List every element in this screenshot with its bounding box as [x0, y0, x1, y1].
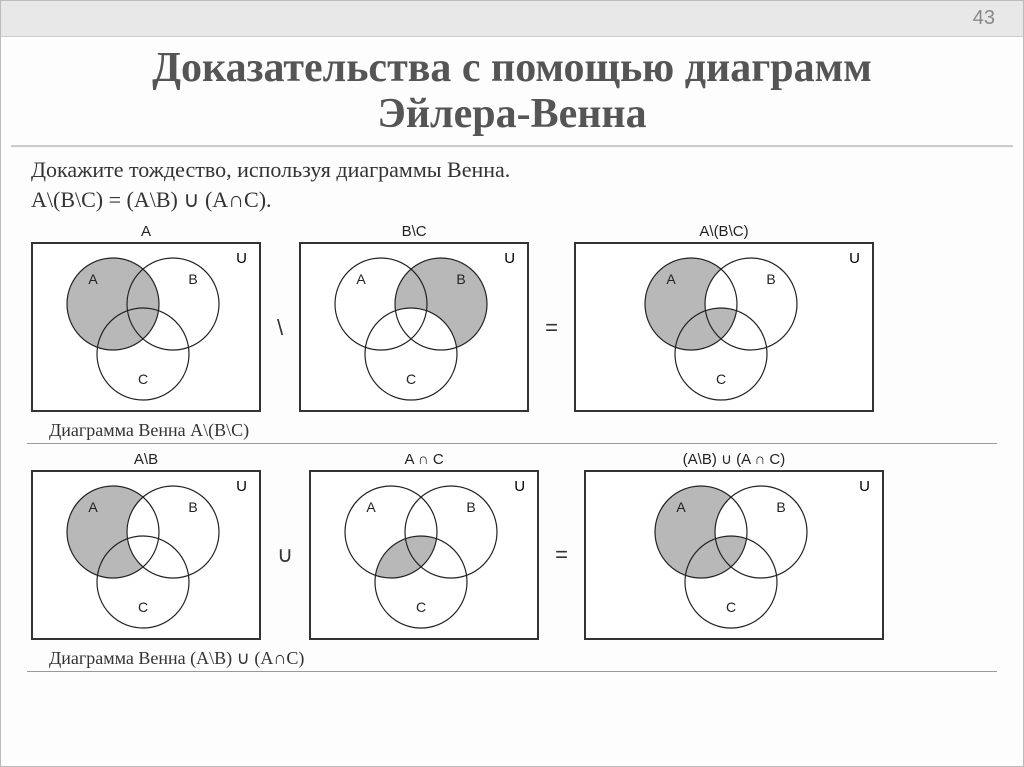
universe-label: U: [514, 478, 525, 495]
svg-text:A: A: [88, 271, 98, 287]
caption-row-1: Диаграмма Венна A\(B\C): [1, 412, 1023, 443]
diagram-cell-AminusB: A\B A B C U: [31, 451, 261, 640]
title-divider: [11, 145, 1013, 147]
diagram-title: A ∩ C: [405, 451, 444, 468]
diagram-cell-A: A A B C U: [31, 223, 261, 412]
svg-text:B: B: [466, 499, 475, 515]
venn-box: A B C U: [31, 242, 261, 412]
svg-text:C: C: [416, 599, 426, 615]
operator: \: [261, 315, 299, 341]
svg-text:B: B: [188, 271, 197, 287]
title-line-1: Доказательства с помощью диаграмм: [152, 45, 872, 91]
operator: =: [539, 542, 584, 568]
svg-text:A: A: [676, 499, 686, 515]
universe-label: U: [236, 478, 247, 495]
svg-text:C: C: [138, 599, 148, 615]
svg-text:A: A: [366, 499, 376, 515]
universe-label: U: [859, 478, 870, 495]
venn-box: A B C U: [574, 242, 874, 412]
instruction-line-2: A\(B\C) = (A\B) ∪ (A∩C).: [1, 187, 1023, 217]
diagram-cell-AintC: A ∩ C A B C U: [309, 451, 539, 640]
svg-text:C: C: [716, 371, 726, 387]
universe-label: U: [236, 250, 247, 267]
caption-row-2: Диаграмма Венна (A\B) ∪ (A∩C): [1, 640, 1023, 671]
svg-text:C: C: [726, 599, 736, 615]
diagram-title: (A\B) ∪ (A ∩ C): [683, 450, 786, 468]
diagram-cell-BminusC: B\C A B C U: [299, 223, 529, 412]
universe-label: U: [504, 250, 515, 267]
row-divider-1: [27, 443, 997, 444]
diagram-title: A: [141, 223, 151, 240]
venn-box: A B C U: [299, 242, 529, 412]
svg-text:A: A: [88, 499, 98, 515]
svg-text:B: B: [776, 499, 785, 515]
diagram-title: B\C: [402, 223, 427, 240]
operator: =: [529, 315, 574, 341]
svg-text:A: A: [356, 271, 366, 287]
svg-text:B: B: [188, 499, 197, 515]
svg-text:B: B: [456, 271, 465, 287]
venn-box: A B C U: [309, 470, 539, 640]
svg-text:C: C: [138, 371, 148, 387]
venn-box: A B C U: [31, 470, 261, 640]
svg-text:C: C: [406, 371, 416, 387]
venn-row-1: A A B C U \ B\C A B C U = A\(B\C) A B C U: [1, 223, 1023, 412]
diagram-title: A\(B\C): [699, 223, 748, 240]
instruction-line-1: Докажите тождество, используя диаграммы …: [1, 157, 1023, 187]
diagram-cell-result1: A\(B\C) A B C U: [574, 223, 874, 412]
row-divider-2: [27, 671, 997, 672]
venn-row-2: A\B A B C U ∪ A ∩ C A B C U = (A\B) ∪ (A ∩ C) …: [1, 450, 1023, 640]
operator: ∪: [261, 542, 309, 568]
svg-text:A: A: [666, 271, 676, 287]
diagram-title: A\B: [134, 451, 158, 468]
universe-label: U: [849, 250, 860, 267]
svg-text:B: B: [766, 271, 775, 287]
header-bar: 43: [1, 1, 1023, 37]
slide-title: Доказательства с помощью диаграмм Эйлера…: [1, 37, 1023, 141]
title-line-2: Эйлера-Венна: [377, 91, 646, 137]
diagram-cell-result2: (A\B) ∪ (A ∩ C) A B C U: [584, 450, 884, 640]
page-number: 43: [973, 7, 995, 30]
venn-box: A B C U: [584, 470, 884, 640]
